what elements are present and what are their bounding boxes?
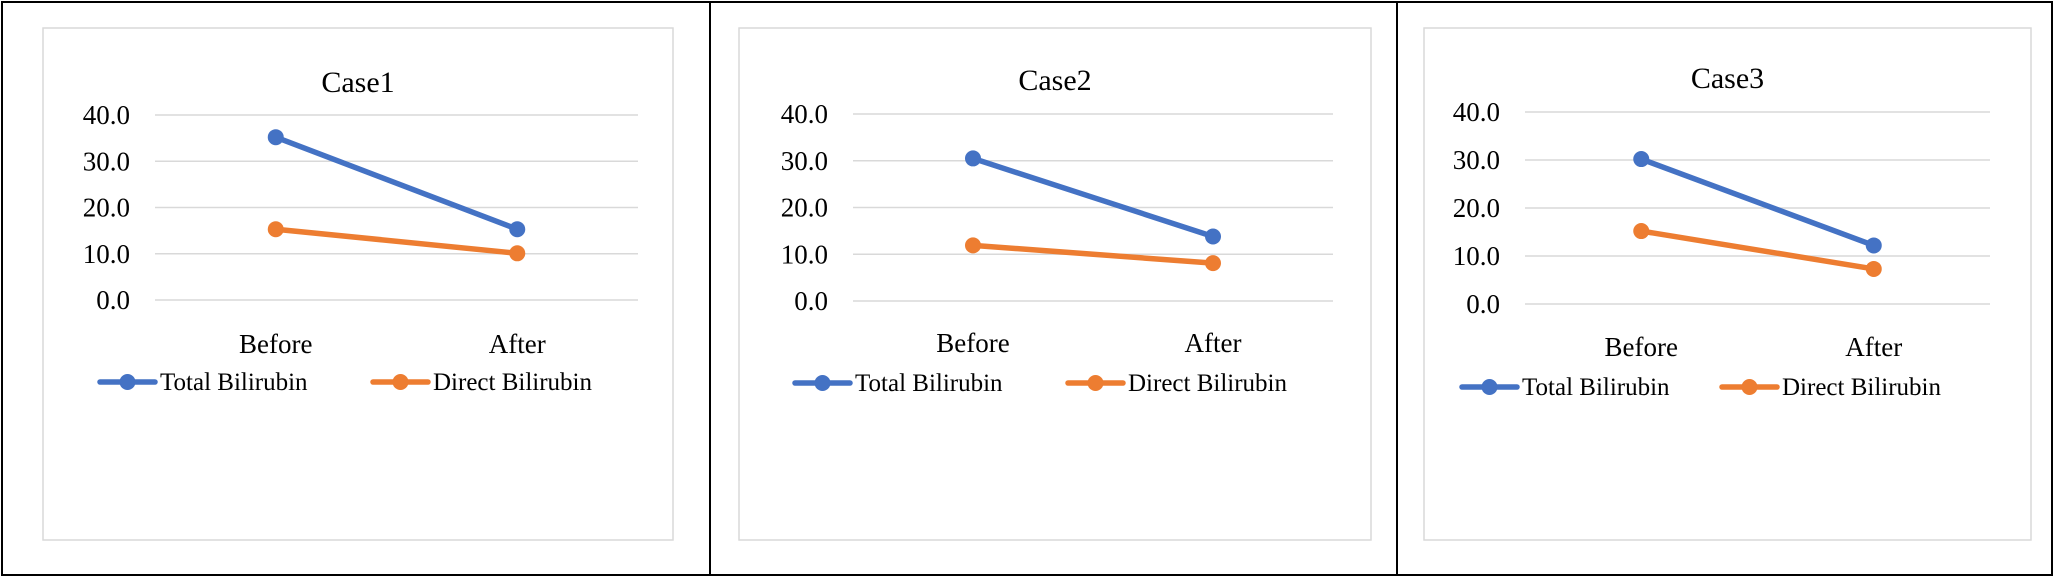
data-point — [267, 221, 284, 238]
legend-label: Direct Bilirubin — [433, 369, 592, 396]
chart-title: Case3 — [1691, 62, 1764, 95]
legend-marker — [119, 374, 136, 390]
y-tick-label: 40.0 — [1453, 97, 1500, 127]
chart-title: Case1 — [321, 66, 394, 99]
x-tick-label: After — [1185, 328, 1242, 358]
charts-layer: Case1 0.0 10.0 20.0 30.0 40.0 Before After Total… — [42, 27, 2032, 541]
series-line-direct-bilirubin — [1638, 228, 1877, 272]
y-tick-label: 40.0 — [83, 100, 130, 130]
legend-label: Total Bilirubin — [160, 369, 308, 396]
y-tick-label: 20.0 — [83, 193, 130, 223]
y-tick-label: 10.0 — [781, 239, 828, 269]
legend-label: Total Bilirubin — [855, 370, 1003, 397]
chart-area — [1423, 27, 2032, 541]
chart-1: Case1 0.0 10.0 20.0 30.0 40.0 Before After Total… — [42, 27, 674, 541]
series-line-total-bilirubin — [970, 155, 1216, 240]
series-line-direct-bilirubin — [970, 242, 1216, 266]
series-line-total-bilirubin — [273, 134, 520, 232]
y-tick-label: 40.0 — [781, 99, 828, 129]
panel-frame — [1, 1, 2053, 576]
x-tick-label: Before — [239, 329, 312, 359]
legend-label: Direct Bilirubin — [1128, 370, 1287, 397]
data-point — [509, 245, 526, 262]
legend-label: Direct Bilirubin — [1782, 374, 1941, 401]
data-point — [965, 150, 981, 167]
data-point — [1205, 228, 1221, 245]
y-tick-label: 30.0 — [1453, 145, 1500, 175]
y-tick-label: 10.0 — [83, 239, 130, 269]
chart-area — [738, 27, 1372, 541]
series-line-direct-bilirubin — [273, 226, 520, 257]
x-tick-label: After — [489, 329, 546, 359]
legend-marker — [392, 374, 409, 390]
legend-marker — [1087, 375, 1104, 391]
data-point — [1865, 237, 1882, 254]
y-tick-label: 0.0 — [96, 285, 130, 315]
data-point — [267, 129, 284, 146]
chart-3: Case3 0.0 10.0 20.0 30.0 40.0 Before After Total… — [1423, 27, 2032, 541]
data-point — [1633, 223, 1650, 240]
legend-marker — [1741, 379, 1758, 395]
legend-marker — [814, 375, 831, 391]
data-point — [1205, 255, 1221, 272]
y-tick-label: 0.0 — [794, 286, 828, 316]
outer-frame — [1, 1, 2053, 576]
chart-title: Case2 — [1018, 64, 1091, 97]
y-tick-label: 20.0 — [1453, 193, 1500, 223]
series-line-total-bilirubin — [1638, 156, 1877, 249]
y-tick-label: 30.0 — [83, 146, 130, 176]
legend-marker — [1481, 379, 1498, 395]
data-point — [509, 221, 526, 238]
chart-2: Case2 0.0 10.0 20.0 30.0 40.0 Before After Total… — [738, 27, 1372, 541]
legend-label: Total Bilirubin — [1522, 374, 1670, 401]
data-point — [1633, 151, 1650, 168]
x-tick-label: Before — [936, 328, 1009, 358]
y-tick-label: 20.0 — [781, 193, 828, 223]
y-tick-label: 0.0 — [1466, 289, 1500, 319]
data-point — [1865, 260, 1882, 277]
y-tick-label: 30.0 — [781, 146, 828, 176]
data-point — [965, 237, 981, 254]
y-tick-label: 10.0 — [1453, 241, 1500, 271]
chart-area — [42, 27, 674, 541]
x-tick-label: Before — [1605, 332, 1678, 362]
x-tick-label: After — [1845, 332, 1902, 362]
